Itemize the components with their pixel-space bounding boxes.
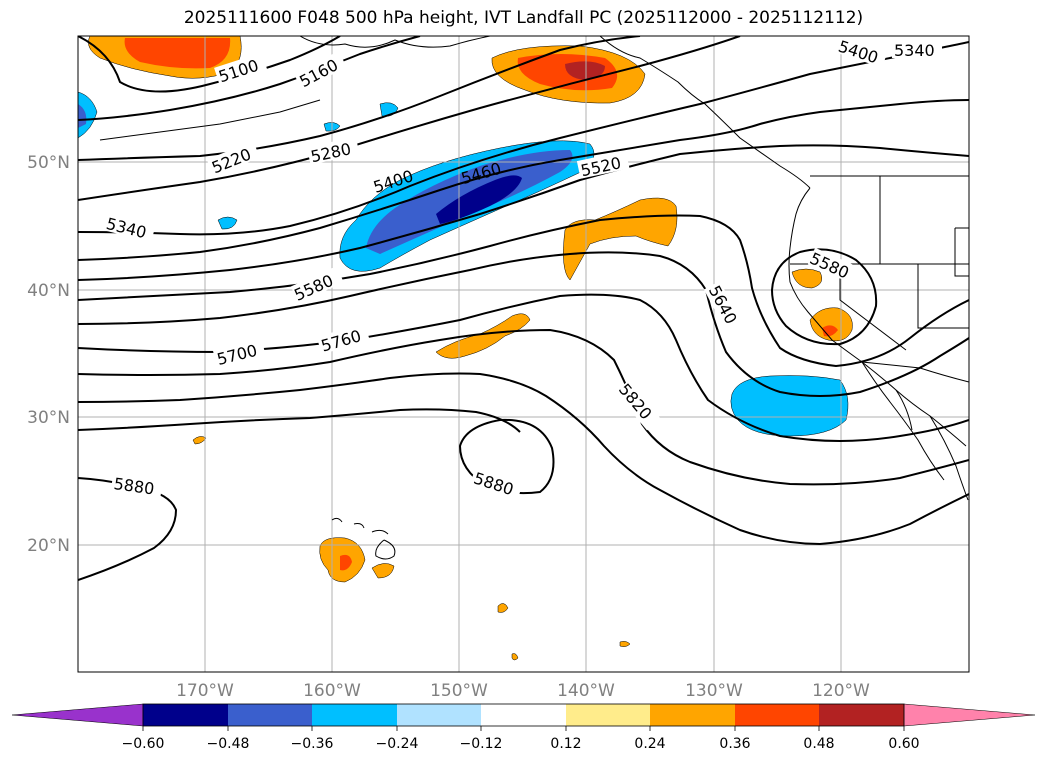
lat-label: 30°N	[27, 408, 70, 428]
colorbar-extend-min	[11, 703, 144, 727]
colorbar: −0.60 −0.48 −0.36 −0.24 −0.12 0.12 0.24 …	[11, 703, 1036, 752]
contour-5580-low	[770, 248, 878, 346]
colorbar-tick-label: −0.24	[376, 736, 419, 752]
contour-label: 5340	[894, 41, 935, 60]
pos-anomaly-nw-core	[124, 38, 231, 69]
map-title: 2025111600 F048 500 hPa height, IVT Land…	[183, 8, 864, 28]
baja-coast	[861, 361, 945, 481]
state-borders	[790, 176, 969, 351]
colorbar-bin	[819, 704, 904, 726]
lon-label: 140°W	[557, 681, 615, 701]
height-contours	[78, 36, 969, 581]
colorbar-bin	[481, 704, 566, 726]
pos-speck-4	[511, 653, 519, 661]
pos-speck-1	[192, 436, 207, 445]
west-coast	[788, 187, 967, 447]
contour-5340	[78, 41, 969, 236]
neg-anomaly-baja	[730, 375, 849, 437]
colorbar-bin	[566, 704, 650, 726]
contour-5700	[78, 293, 969, 442]
colorbar-tick-label: 0.60	[888, 736, 919, 752]
colorbar-bin	[397, 704, 481, 726]
contour-5820b	[78, 408, 521, 433]
colorbar-tick-label: 0.12	[550, 736, 581, 752]
lat-label: 50°N	[27, 153, 70, 173]
colorbar-tick-label: −0.36	[291, 736, 334, 752]
colorbar-tick-label: 0.48	[803, 736, 834, 752]
contour-5400	[78, 99, 969, 261]
aleutians	[99, 99, 321, 141]
alaska-coast	[299, 36, 811, 189]
neg-anomaly-west-core	[78, 104, 87, 128]
colorbar-tick-label: −0.12	[460, 736, 503, 752]
pos-speck-2	[497, 603, 509, 613]
contour-5580	[78, 251, 969, 397]
colorbar-tick-label: −0.60	[122, 736, 165, 752]
map-frame	[77, 35, 970, 673]
pos-anomaly-gulf-core	[565, 61, 605, 80]
longitude-axis: 170°W 160°W 150°W 140°W 130°W 120°W	[176, 681, 870, 701]
lat-label: 20°N	[27, 536, 70, 556]
colorbar-bin	[735, 704, 819, 726]
lat-label: 40°N	[27, 281, 70, 301]
lon-label: 150°W	[430, 681, 488, 701]
pos-speck-h2	[371, 563, 395, 579]
colorbar-bin	[143, 704, 228, 726]
latitude-axis: 50°N 40°N 30°N 20°N	[27, 153, 70, 556]
contour-5820	[78, 372, 969, 546]
pos-anomaly-calif-south	[809, 307, 853, 342]
pos-speck-3	[619, 641, 631, 647]
map-panel	[78, 36, 969, 672]
contour-5220	[78, 36, 641, 161]
lon-label: 170°W	[176, 681, 234, 701]
mexico-coast	[929, 415, 969, 501]
lon-label: 120°W	[812, 681, 870, 701]
contour-5280	[78, 36, 741, 201]
neg-speck-3	[217, 216, 238, 230]
colorbar-tick-label: −0.48	[207, 736, 250, 752]
contour-5160	[78, 36, 421, 121]
colorbar-tick-label: 0.36	[719, 736, 750, 752]
contour-5760	[78, 328, 969, 486]
colorbar-bin	[650, 704, 735, 726]
neg-anomaly-ribbon-core	[436, 175, 522, 224]
lon-label: 130°W	[685, 681, 743, 701]
pos-anomaly-calif-north	[791, 268, 822, 289]
colorbar-tick-label: 0.24	[634, 736, 665, 752]
contour-5460	[78, 144, 969, 281]
hawaii-islands	[331, 517, 396, 560]
colorbar-bin	[312, 704, 397, 726]
coastlines	[99, 36, 969, 560]
pos-anomaly-hawaii-core	[340, 554, 352, 571]
lon-label: 160°W	[303, 681, 361, 701]
neg-anomaly-west-edge	[78, 91, 98, 139]
ivt-shading	[78, 36, 853, 661]
pos-anomaly-central	[563, 197, 678, 281]
contour-5100	[78, 36, 341, 93]
colorbar-bin	[228, 704, 312, 726]
graticule	[78, 36, 969, 672]
colorbar-extend-max	[903, 703, 1036, 727]
